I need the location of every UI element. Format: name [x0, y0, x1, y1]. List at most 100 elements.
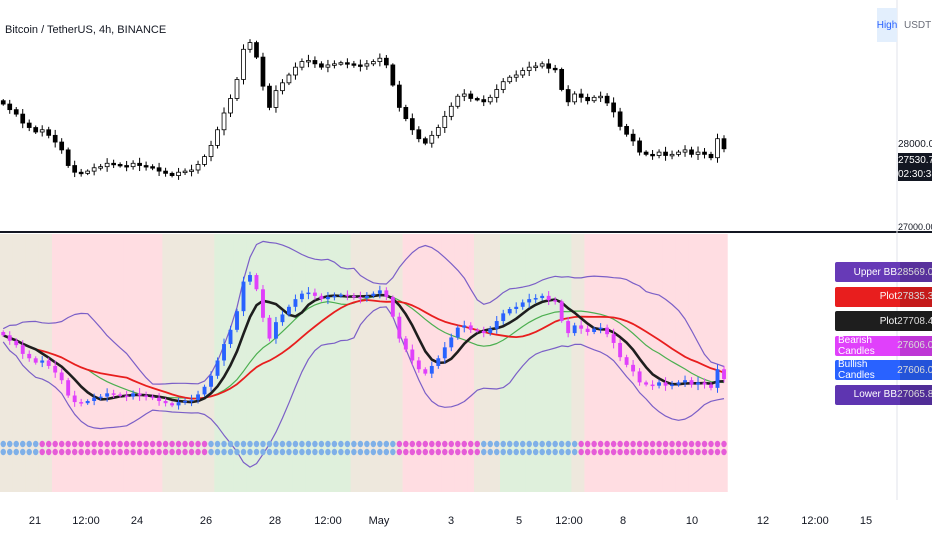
- signal-dot: [299, 440, 305, 448]
- signal-dot: [338, 448, 344, 456]
- signal-dot: [656, 440, 662, 448]
- indicator-candle: [157, 397, 162, 401]
- trend-band: [71, 234, 79, 492]
- signal-dot: [201, 440, 208, 448]
- signal-dot: [97, 440, 104, 448]
- trend-band: [357, 234, 365, 492]
- candle-body: [20, 113, 26, 124]
- indicator-candle: [579, 325, 584, 329]
- trend-band: [422, 234, 430, 492]
- trend-band: [97, 234, 105, 492]
- trend-band: [207, 234, 215, 492]
- candle-body: [598, 95, 603, 99]
- signal-dot: [377, 448, 383, 456]
- indicator-candle: [592, 328, 597, 332]
- legend-name: Bullish Candles: [835, 359, 900, 381]
- indicator-candle: [85, 401, 90, 404]
- candle-body: [202, 156, 207, 165]
- signal-dot: [156, 448, 162, 456]
- signal-dot: [214, 448, 221, 456]
- signal-dot: [26, 440, 32, 448]
- candle-body: [221, 112, 227, 131]
- signal-dot: [123, 440, 130, 448]
- indicator-candle: [325, 296, 330, 300]
- signal-dot: [71, 448, 78, 456]
- signal-dot: [435, 448, 442, 456]
- candle-body: [59, 141, 65, 151]
- trend-band: [123, 234, 131, 492]
- signal-dot: [292, 448, 299, 456]
- indicator-candle: [429, 365, 434, 374]
- signal-dot: [591, 440, 597, 448]
- trend-band: [486, 234, 494, 492]
- indicator-candle: [254, 275, 259, 290]
- signal-dot: [84, 448, 91, 456]
- legend-name: Lower BB: [835, 384, 900, 405]
- signal-dot: [552, 448, 558, 456]
- trend-band: [499, 234, 507, 492]
- trend-band: [655, 234, 663, 492]
- indicator-candle: [377, 290, 382, 294]
- signal-dot: [273, 448, 279, 456]
- legend-name: Plot: [835, 311, 900, 331]
- time-axis-label: 26: [199, 515, 213, 527]
- signal-dot: [571, 440, 578, 448]
- trend-band: [311, 234, 319, 492]
- candle-body: [358, 64, 363, 67]
- indicator-candle: [79, 402, 84, 404]
- signal-dot: [65, 448, 71, 456]
- bollinger-bands: [2, 240, 725, 468]
- high-badge[interactable]: High: [877, 8, 897, 42]
- signal-dot: [695, 440, 701, 448]
- candle-body: [676, 151, 681, 155]
- signal-dot: [91, 440, 97, 448]
- signal-dot: [52, 440, 58, 448]
- signal-dot: [604, 440, 610, 448]
- signal-dot: [65, 440, 71, 448]
- indicator-candle: [683, 380, 687, 383]
- trend-band: [538, 234, 546, 492]
- candle-body: [111, 162, 116, 166]
- candle-body: [325, 64, 331, 68]
- signal-dot: [403, 440, 409, 448]
- signal-dot: [156, 440, 162, 448]
- indicator-candle: [650, 384, 655, 387]
- signal-dot: [32, 440, 39, 448]
- indicator-candle: [319, 295, 324, 300]
- candle-body: [702, 151, 707, 155]
- trend-band: [376, 234, 384, 492]
- signal-dot: [578, 440, 584, 448]
- signal-dot: [682, 448, 688, 456]
- indicator-candle: [618, 342, 623, 358]
- signal-dot: [240, 440, 247, 448]
- candle-body: [481, 99, 487, 103]
- trend-band: [188, 234, 196, 492]
- candle-body: [65, 149, 71, 166]
- trend-band: [175, 234, 183, 492]
- candle-body: [585, 96, 590, 102]
- signal-dot: [370, 448, 377, 456]
- trend-band: [662, 234, 670, 492]
- trend-band: [474, 234, 482, 492]
- time-axis-label: 12:00: [801, 515, 829, 527]
- indicator-candle: [170, 403, 175, 406]
- indicator-candle: [215, 360, 220, 376]
- time-axis-label: 12:00: [555, 515, 583, 527]
- trend-band: [253, 234, 261, 492]
- trend-band: [324, 234, 332, 492]
- indicator-candle: [241, 281, 246, 312]
- trend-band: [266, 234, 274, 492]
- signal-dot: [422, 440, 429, 448]
- candle-body: [104, 162, 110, 168]
- trend-band: [136, 234, 144, 492]
- trend-band: [162, 234, 170, 492]
- signal-dot: [13, 448, 19, 456]
- indicator-candle: [306, 292, 311, 295]
